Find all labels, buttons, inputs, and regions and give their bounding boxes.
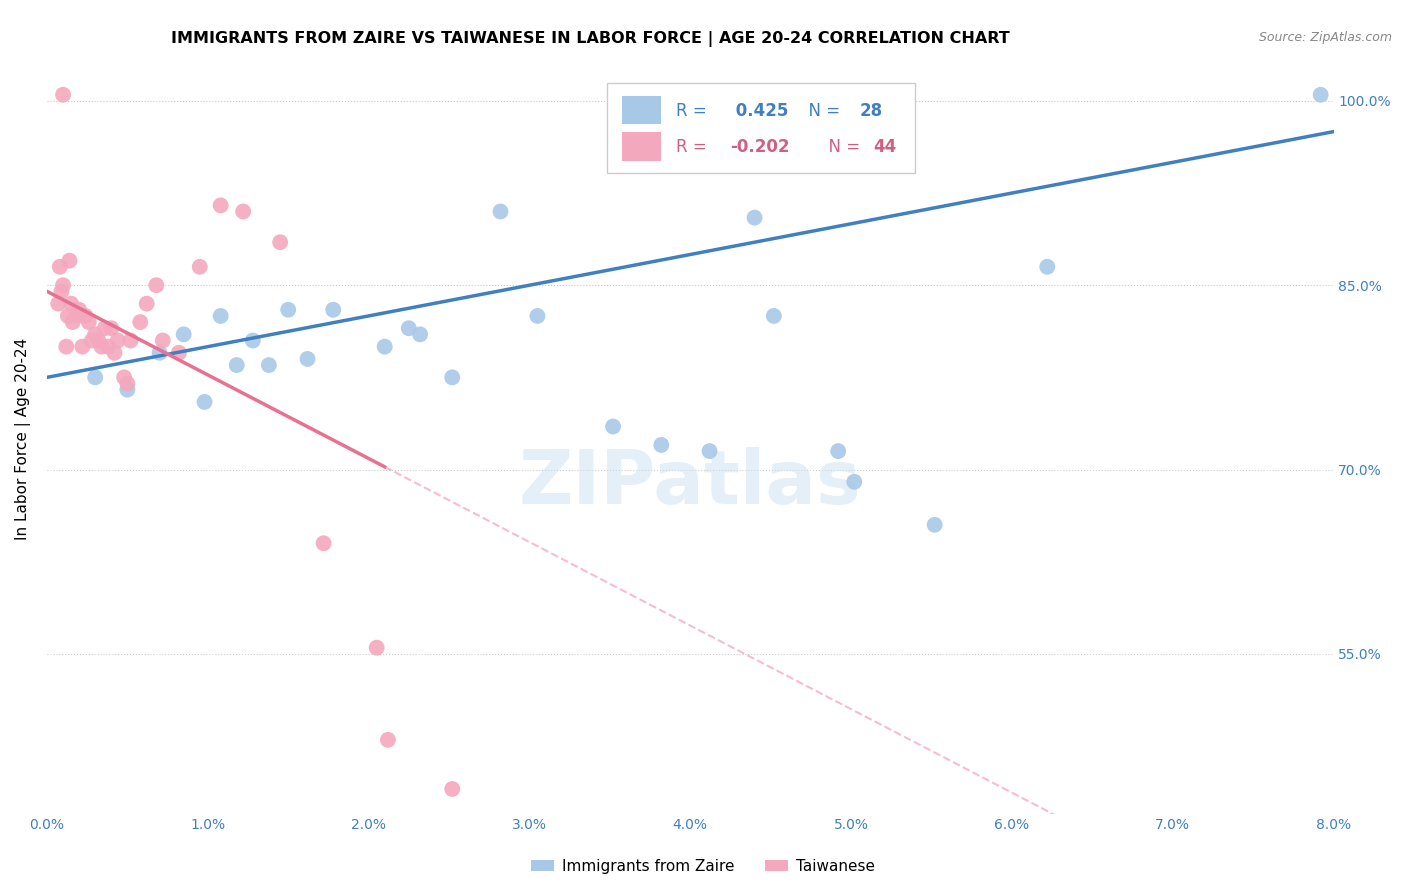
Legend: Immigrants from Zaire, Taiwanese: Immigrants from Zaire, Taiwanese (526, 853, 880, 880)
Point (84, 327, 107, 342)
Point (1309, 87, 1331, 102)
Point (257, 358, 280, 372)
Point (602, 419, 624, 434)
Point (409, 327, 432, 342)
Text: -0.202: -0.202 (730, 137, 790, 155)
Point (72, 340, 94, 354)
Point (269, 235, 291, 250)
Text: 0.425: 0.425 (730, 102, 789, 120)
Point (232, 204, 254, 219)
Text: R =: R = (676, 137, 711, 155)
Point (65, 309, 87, 323)
Point (77, 315, 100, 329)
FancyBboxPatch shape (621, 95, 661, 124)
Point (120, 334, 142, 348)
Text: ZIPatlas: ZIPatlas (519, 447, 862, 520)
Point (49, 260, 72, 274)
Point (56, 309, 79, 323)
Point (87, 334, 110, 348)
Point (145, 278, 167, 293)
Point (167, 346, 190, 360)
Point (117, 383, 139, 397)
Point (67, 302, 90, 317)
Point (489, 204, 512, 219)
Point (188, 260, 211, 274)
Text: 44: 44 (873, 137, 896, 155)
Point (52, 278, 75, 293)
Point (924, 517, 946, 532)
Point (90, 340, 112, 354)
Point (112, 370, 135, 384)
Point (103, 346, 125, 360)
Point (94, 321, 117, 335)
Point (194, 395, 217, 409)
Point (762, 309, 785, 323)
Point (699, 444, 721, 458)
Point (51, 285, 73, 299)
Point (744, 211, 766, 225)
Point (60, 296, 83, 310)
Point (173, 327, 195, 342)
Point (55, 340, 77, 354)
Text: IMMIGRANTS FROM ZAIRE VS TAIWANESE IN LABOR FORCE | AGE 20-24 CORRELATION CHART: IMMIGRANTS FROM ZAIRE VS TAIWANESE IN LA… (172, 31, 1010, 47)
Point (398, 321, 420, 335)
Point (46, 296, 69, 310)
Point (441, 370, 464, 384)
Point (62, 315, 84, 329)
Point (84, 370, 107, 384)
Point (650, 438, 672, 452)
Point (52, 87, 75, 102)
Point (75, 309, 97, 323)
Point (148, 346, 170, 360)
Point (374, 340, 396, 354)
Point (827, 444, 849, 458)
Text: N =: N = (799, 102, 845, 120)
Point (209, 309, 232, 323)
Point (129, 315, 152, 329)
Point (117, 376, 139, 391)
Text: Source: ZipAtlas.com: Source: ZipAtlas.com (1258, 31, 1392, 45)
Point (209, 198, 232, 212)
Point (441, 781, 464, 796)
Point (97, 340, 120, 354)
Text: 28: 28 (860, 102, 883, 120)
Point (80, 334, 103, 348)
FancyBboxPatch shape (621, 132, 661, 161)
Point (107, 334, 129, 348)
Point (277, 302, 299, 317)
Point (312, 536, 335, 550)
Point (844, 475, 866, 489)
Point (100, 321, 122, 335)
Point (242, 334, 264, 348)
Point (225, 358, 247, 372)
Point (58, 253, 80, 268)
Y-axis label: In Labor Force | Age 20-24: In Labor Force | Age 20-24 (15, 338, 31, 540)
Text: N =: N = (818, 137, 865, 155)
Point (377, 732, 399, 747)
Point (322, 302, 344, 317)
Point (526, 309, 548, 323)
Point (1036, 260, 1059, 274)
Point (366, 640, 388, 655)
Point (152, 334, 174, 348)
Point (297, 351, 319, 366)
Point (617, 87, 640, 102)
FancyBboxPatch shape (606, 83, 915, 173)
Text: R =: R = (676, 102, 711, 120)
Point (135, 296, 157, 310)
